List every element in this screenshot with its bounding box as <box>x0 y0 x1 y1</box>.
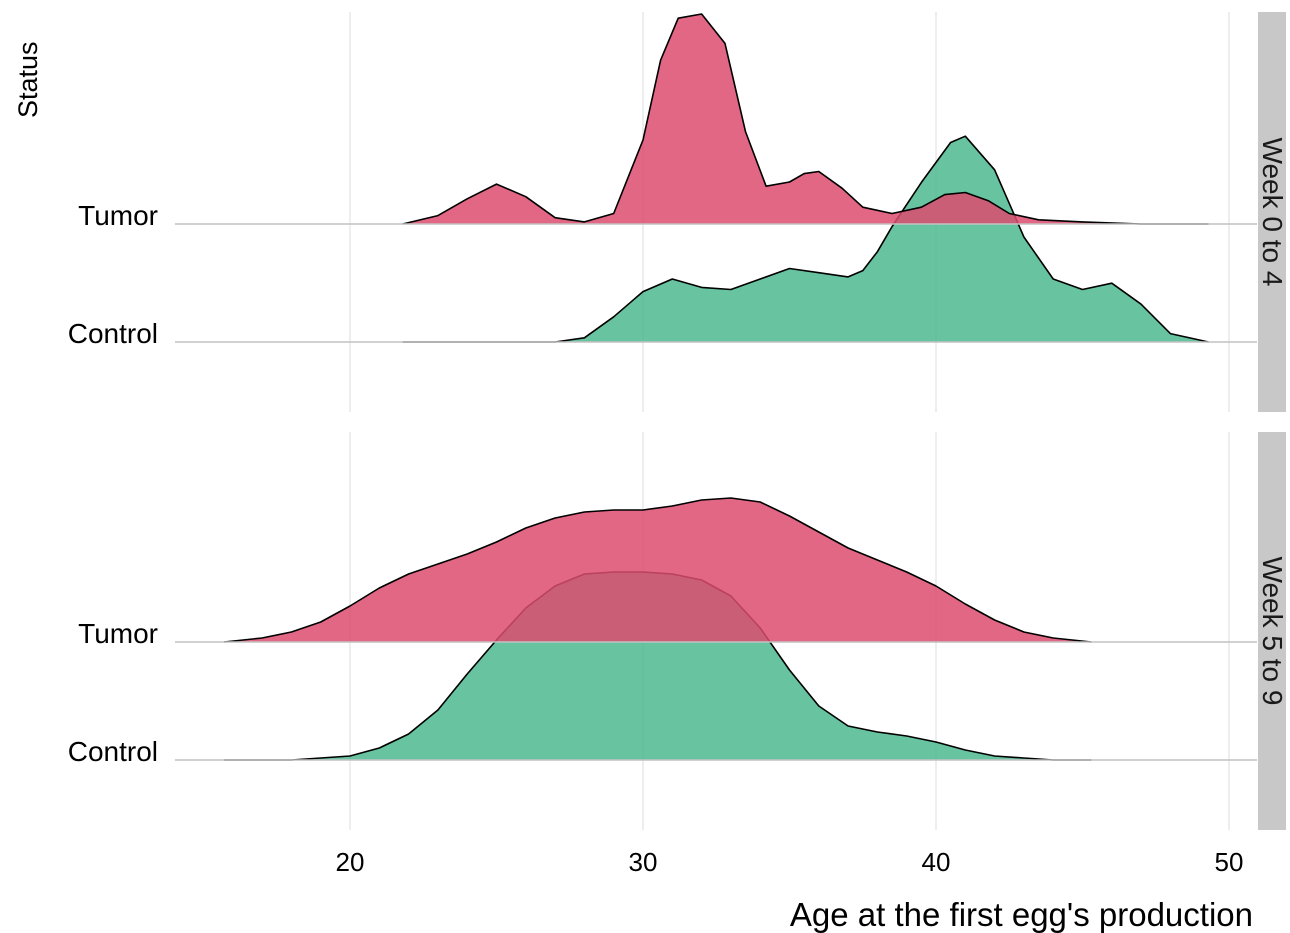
x-tick-labels: 20 30 40 50 <box>336 847 1244 877</box>
y-axis-title: Status <box>13 41 43 118</box>
category-label: Tumor <box>78 618 158 649</box>
ridge-area-tumor <box>224 498 1092 642</box>
ridge-area-control <box>402 136 1209 342</box>
x-tick-label: 20 <box>336 847 365 877</box>
category-label: Control <box>68 736 158 767</box>
ridge-outline-control <box>402 135 1209 343</box>
ridge-outline-tumor <box>223 497 1092 643</box>
facet-strip-label: Week 5 to 9 <box>1257 557 1288 706</box>
ridge-outline-tumor <box>402 13 1209 225</box>
category-label: Tumor <box>78 200 158 231</box>
density-ridges <box>223 13 1209 761</box>
category-baselines <box>175 223 1257 761</box>
ridge-area-tumor <box>402 14 1209 224</box>
category-label: Control <box>68 318 158 349</box>
x-tick-label: 30 <box>629 847 658 877</box>
facet-strips: Week 0 to 4 Week 5 to 9 <box>1257 12 1288 830</box>
category-labels: Tumor Control Tumor Control <box>68 200 158 767</box>
facet-strip <box>1258 432 1286 830</box>
ridge-area-control <box>224 572 1092 760</box>
x-tick-label: 50 <box>1215 847 1244 877</box>
x-axis-title: Age at the first egg's production <box>790 896 1253 933</box>
facet-strip <box>1258 12 1286 412</box>
x-tick-label: 40 <box>922 847 951 877</box>
facet-strip-label: Week 0 to 4 <box>1257 138 1288 287</box>
